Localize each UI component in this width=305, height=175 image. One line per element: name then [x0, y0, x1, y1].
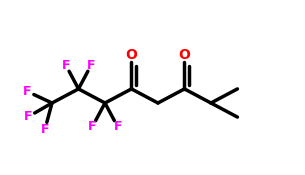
Text: F: F	[62, 59, 70, 72]
Text: F: F	[24, 110, 33, 123]
Text: F: F	[87, 59, 95, 72]
Text: F: F	[88, 120, 97, 133]
Text: F: F	[41, 122, 49, 136]
Text: F: F	[23, 85, 32, 98]
Text: O: O	[178, 48, 190, 62]
Text: O: O	[126, 48, 138, 62]
Text: F: F	[113, 120, 122, 133]
